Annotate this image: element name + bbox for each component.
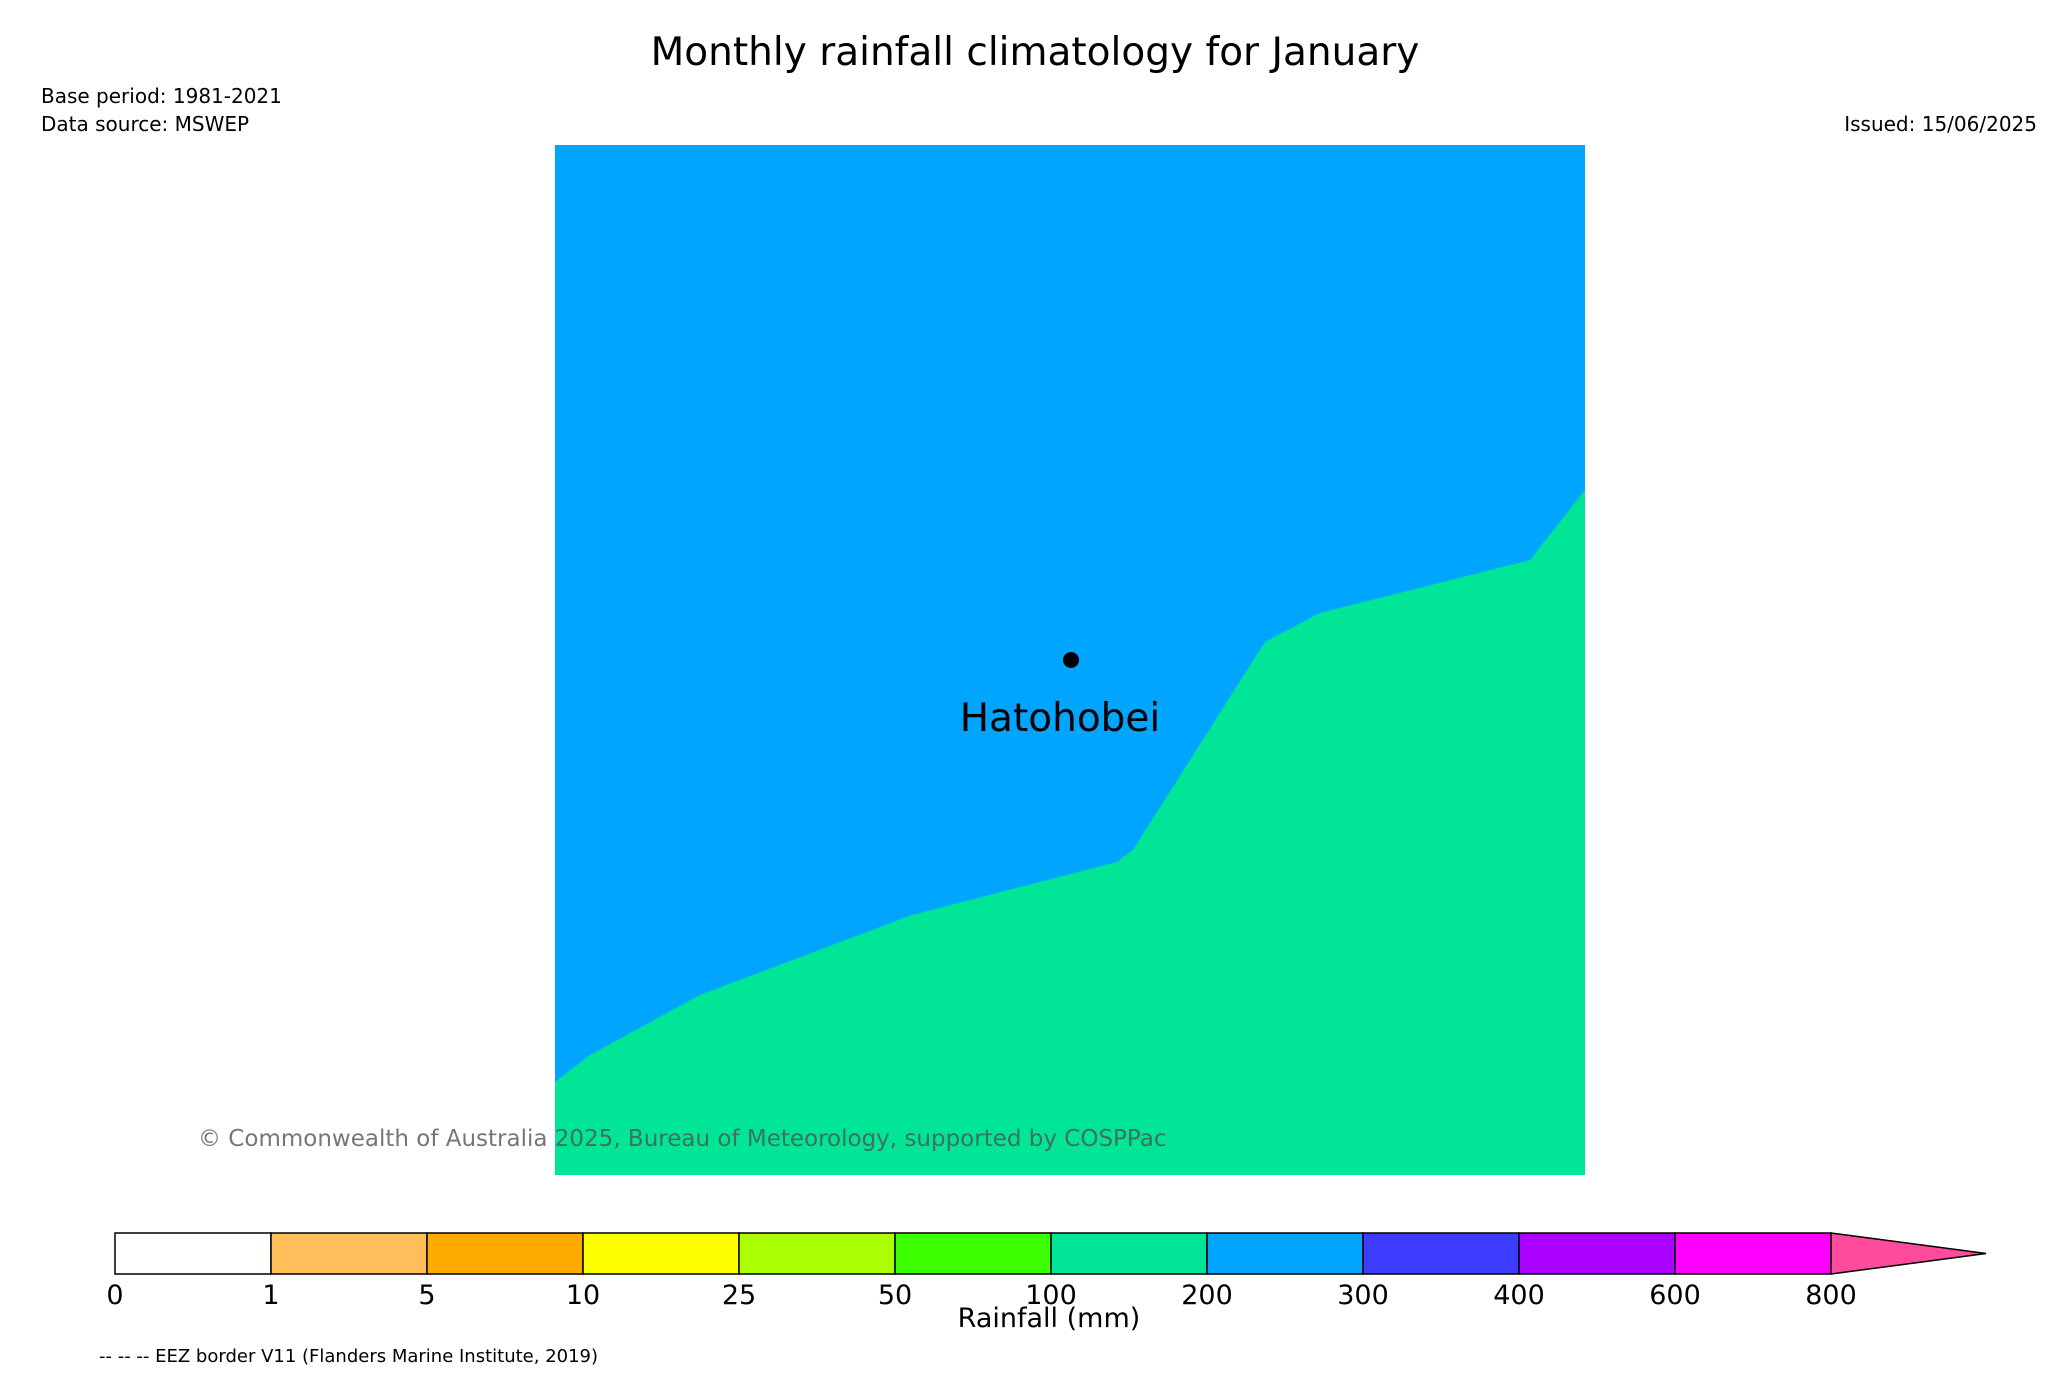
colorbar-tick-label: 600 [1649, 1280, 1701, 1311]
colorbar-tick-label: 5 [418, 1280, 435, 1311]
colorbar-tick-label: 1 [262, 1280, 279, 1311]
colorbar-tick-label: 400 [1493, 1280, 1545, 1311]
colorbar-segment [1674, 1232, 1832, 1275]
colorbar-tick-label: 10 [566, 1280, 600, 1311]
colorbar-segment [270, 1232, 428, 1275]
copyright-text: © Commonwealth of Australia 2025, Bureau… [198, 1126, 1167, 1152]
colorbar-segment [114, 1232, 272, 1275]
location-marker [1063, 652, 1079, 668]
colorbar-segment [1050, 1232, 1208, 1275]
rainfall-region-100-200 [555, 490, 1585, 1175]
colorbar-segment [1362, 1232, 1520, 1275]
issued-date-text: Issued: 15/06/2025 [1844, 112, 2037, 136]
colorbar-segment [1206, 1232, 1364, 1275]
colorbar-tick-label: 50 [878, 1280, 912, 1311]
data-source-text: Data source: MSWEP [41, 112, 250, 136]
colorbar-label: Rainfall (mm) [958, 1303, 1141, 1334]
colorbar-segment [426, 1232, 584, 1275]
location-label: Hatohobei [960, 696, 1161, 741]
colorbar-tick-label: 800 [1805, 1280, 1857, 1311]
eez-border-note: -- -- -- EEZ border V11 (Flanders Marine… [99, 1346, 599, 1367]
colorbar-segment [894, 1232, 1052, 1275]
colorbar-tick-label: 0 [106, 1280, 123, 1311]
colorbar-tick-label: 100 [1025, 1280, 1077, 1311]
colorbar-tick-label: 200 [1181, 1280, 1233, 1311]
map-title: Monthly rainfall climatology for January [650, 30, 1420, 75]
colorbar-extend-arrow [1830, 1232, 1987, 1275]
colorbar-tick-label: 300 [1337, 1280, 1389, 1311]
rainfall-map: Hatohobei [555, 145, 1585, 1175]
colorbar: 0 1 5 10 25 50 100 200 300 400 600 800 Rainfall (mm… [106, 1232, 1987, 1334]
colorbar-segment [1518, 1232, 1676, 1275]
colorbar-tick-label: 25 [722, 1280, 756, 1311]
base-period-text: Base period: 1981-2021 [41, 84, 282, 108]
colorbar-segment [582, 1232, 740, 1275]
colorbar-segment [738, 1232, 896, 1275]
